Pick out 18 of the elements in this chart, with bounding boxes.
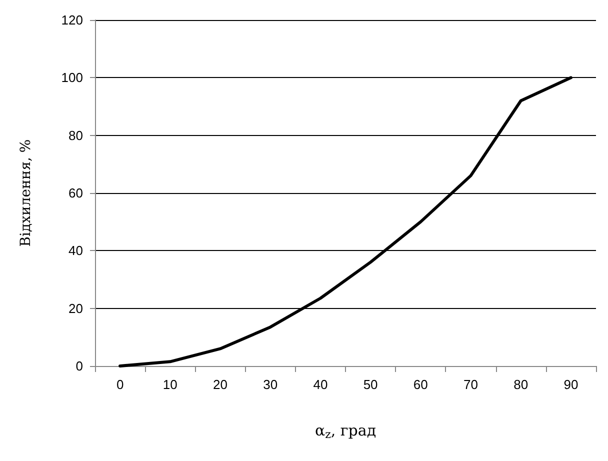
y-tick-label: 60 [68,186,83,200]
y-tick-label: 120 [61,12,83,28]
x-tick-label: 40 [313,377,328,392]
x-tick-label: 70 [464,377,478,392]
y-tick-label: 0 [76,358,83,374]
x-tick-label: 0 [116,377,124,392]
y-axis-title: Відхилення, % [18,139,34,247]
y-tick-label: 100 [61,70,83,86]
x-tick-label: 30 [263,377,278,392]
x-tick-label: 50 [363,377,378,392]
y-tick-label: 80 [68,128,83,143]
x-tick-label: 20 [213,377,228,392]
y-tick-label: 20 [68,300,83,316]
x-tick-label: 10 [162,377,178,392]
x-tick-label: 80 [514,377,528,392]
y-tick-label: 40 [68,243,83,258]
x-tick-label: 90 [564,377,578,392]
x-tick-label: 60 [413,377,428,392]
